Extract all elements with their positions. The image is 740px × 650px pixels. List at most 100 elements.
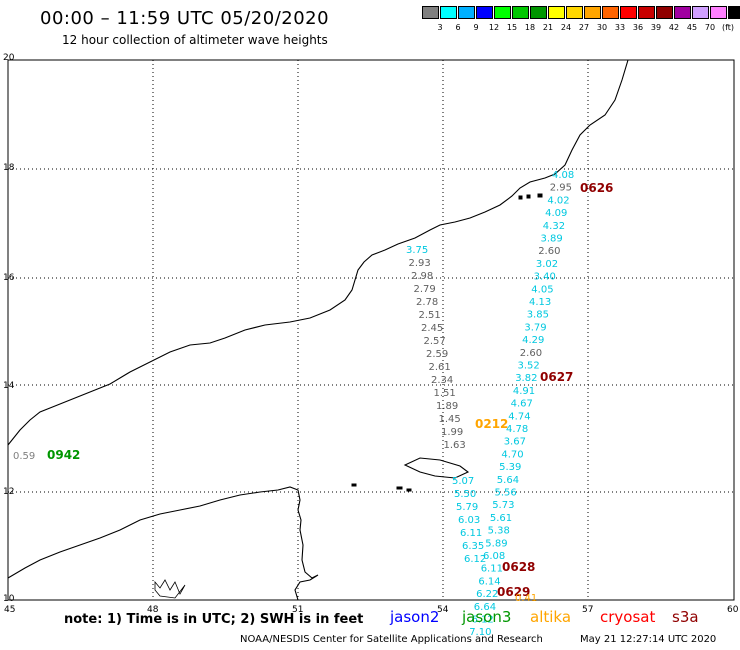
legend-swatches: [422, 6, 740, 19]
cyan-value-14: 2.60: [520, 348, 542, 359]
cyan-value-5: 3.89: [541, 234, 563, 245]
island: [403, 457, 470, 479]
color-legend: 3 6 9 12 15 18 21 24 27 30 33 36 39 42 45 70 (ft): [422, 6, 740, 32]
x-tick-48: 48: [147, 605, 159, 615]
cyan-value-25: 5.56: [495, 488, 517, 499]
pass-time-0212: 0212: [475, 417, 508, 431]
pass-time-0629: 0629: [497, 585, 530, 599]
legend-swatch-0: [422, 6, 439, 19]
pass-time-0626: 0626: [580, 181, 613, 195]
y-tick-14: 14: [3, 381, 15, 391]
y-tick-10: 10: [3, 594, 15, 604]
gray-value-7: 2.57: [424, 336, 446, 347]
lower-cyan-value-6: 6.12: [464, 554, 486, 565]
legend-label-3: 12: [488, 23, 500, 32]
gray-value-8: 2.59: [426, 349, 448, 360]
cyan-value-21: 3.67: [504, 437, 526, 448]
legend-swatch-12: [638, 6, 655, 19]
x-tick-57: 57: [582, 605, 593, 615]
legend-label-10: 33: [614, 23, 626, 32]
cyan-value-15: 3.52: [518, 361, 540, 372]
coastline-south: [7, 486, 319, 601]
legend-swatch-5: [512, 6, 529, 19]
cyan-value-12: 3.79: [524, 322, 546, 333]
legend-label-5: 18: [524, 23, 536, 32]
cyan-value-0: 4.08: [552, 170, 574, 181]
legend-swatch-10: [602, 6, 619, 19]
west-value: 0.59: [13, 451, 35, 462]
legend-label-0: 3: [437, 23, 443, 32]
cyan-value-6: 2.60: [538, 246, 560, 257]
legend-label-2: 9: [473, 23, 479, 32]
lower-cyan-value-4: 6.11: [460, 528, 482, 539]
gray-value-13: 1.45: [439, 414, 461, 425]
legend-swatch-7: [548, 6, 565, 19]
cyan-value-20: 4.78: [506, 424, 528, 435]
legend-swatch-3: [476, 6, 493, 19]
legend-label-4: 15: [506, 23, 518, 32]
cyan-value-22: 4.70: [501, 449, 523, 460]
pass-time-0627: 0627: [540, 370, 573, 384]
legend-jason3: jason3: [462, 608, 512, 626]
cyan-value-16: 3.82: [515, 373, 537, 384]
y-tick-16: 16: [3, 273, 15, 283]
gray-value-2: 2.98: [411, 271, 433, 282]
cyan-value-28: 5.38: [488, 526, 510, 537]
cyan-value-1: 2.95: [550, 183, 572, 194]
legend-swatch-11: [620, 6, 637, 19]
gray-value-11: 1.51: [434, 388, 456, 399]
x-tick-45: 45: [4, 605, 15, 615]
legend-s3a: s3a: [672, 608, 699, 626]
cyan-value-3: 4.09: [545, 208, 567, 219]
cyan-value-17: 4.91: [513, 386, 535, 397]
cyan-value-24: 5.64: [497, 475, 519, 486]
small-islands: [351, 193, 543, 492]
legend-label-16: (ft): [721, 23, 735, 32]
legend-cryosat: cryosat: [600, 608, 656, 626]
legend-label-7: 24: [560, 23, 572, 32]
x-tick-60: 60: [727, 605, 739, 615]
map-subtitle: 12 hour collection of altimeter wave hei…: [62, 33, 328, 47]
axis-labels: 45 48 51 54 57 60 20 18 16 14 12 10: [3, 53, 739, 615]
shoal-marks: [154, 579, 186, 599]
legend-swatch-1: [440, 6, 457, 19]
graticule: [8, 60, 734, 600]
cyan-value-2: 4.02: [547, 195, 569, 206]
lower-cyan-value-3: 6.03: [458, 515, 480, 526]
legend-swatch-14: [674, 6, 691, 19]
legend-altika: altika: [530, 608, 572, 626]
legend-labels: 3 6 9 12 15 18 21 24 27 30 33 36 39 42 45 70 (ft): [422, 23, 740, 32]
gray-value-12: 1.89: [436, 401, 458, 412]
pass-time-0628: 0628: [502, 560, 535, 574]
legend-jason2: jason2: [390, 608, 440, 626]
legend-label-13: 42: [668, 23, 680, 32]
gray-value-15: 1.63: [444, 440, 466, 451]
map-frame: [7, 59, 735, 601]
map-title: 00:00 – 11:59 UTC 05/20/2020: [40, 8, 330, 29]
cyan-value-19: 4.74: [508, 411, 530, 422]
cyan-value-34: 6.64: [474, 602, 496, 613]
lower-cyan-value-2: 5.79: [456, 502, 478, 513]
cyan-value-23: 5.39: [499, 462, 521, 473]
gray-value-3: 2.79: [414, 284, 436, 295]
cyan-value-30: 6.08: [483, 551, 505, 562]
cyan-value-9: 4.05: [531, 284, 553, 295]
cyan-value-27: 5.61: [490, 513, 512, 524]
cyan-value-13: 4.29: [522, 335, 544, 346]
timestamp: May 21 12:27:14 UTC 2020: [580, 634, 717, 645]
y-tick-20: 20: [3, 53, 15, 63]
cyan-value-18: 4.67: [511, 399, 533, 410]
cyan-value-32: 6.14: [478, 576, 500, 587]
gray-value-6: 2.45: [421, 323, 443, 334]
legend-swatch-13: [656, 6, 673, 19]
legend-label-9: 30: [596, 23, 608, 32]
legend-swatch-2: [458, 6, 475, 19]
lower-cyan-value-5: 6.35: [462, 541, 484, 552]
x-tick-51: 51: [292, 605, 303, 615]
gray-value-5: 2.51: [419, 310, 441, 321]
legend-swatch-16: [710, 6, 727, 19]
credit-line: NOAA/NESDIS Center for Satellite Applica…: [240, 634, 543, 645]
gray-value-4: 2.78: [416, 297, 438, 308]
cyan-value-36: 7.10: [469, 627, 491, 638]
